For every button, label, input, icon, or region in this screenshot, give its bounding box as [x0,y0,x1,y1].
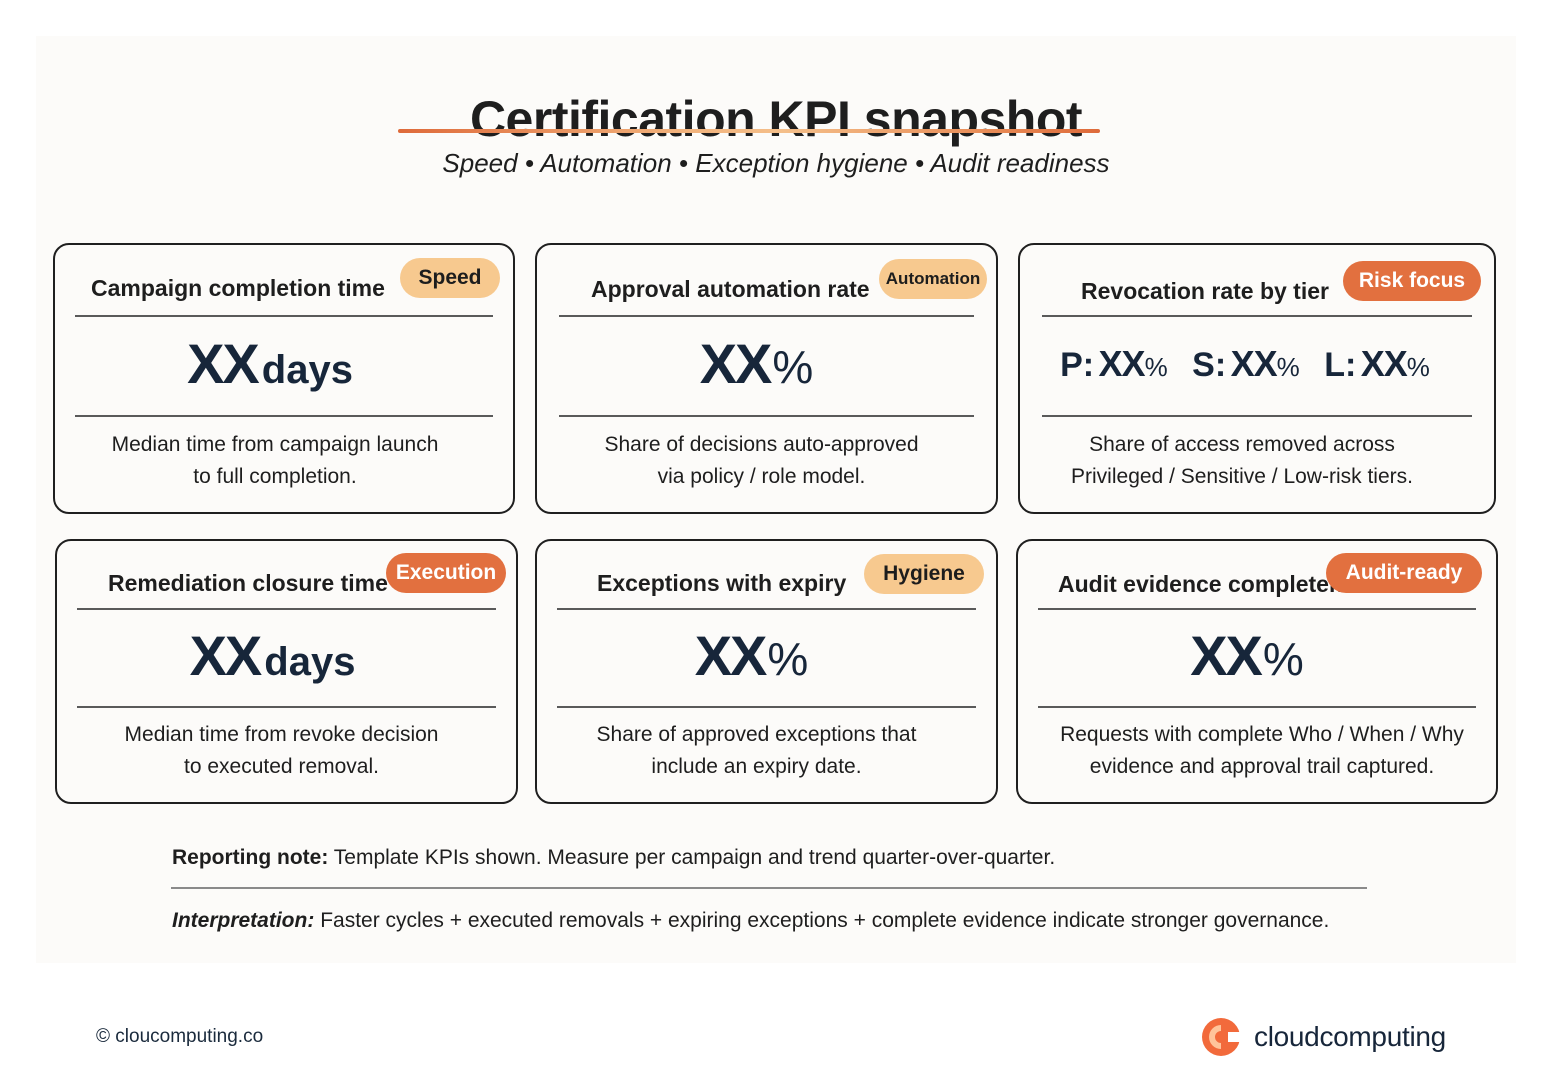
kpi-unit: % [772,341,814,393]
tier-low-risk: L: XX% [1324,343,1430,385]
brand-name: cloudcomputing [1254,1021,1446,1052]
desc-line: to executed removal. [184,755,379,778]
divider [559,415,974,417]
desc-line: Share of access removed across [1089,433,1395,456]
divider [557,706,976,708]
kpi-card-audit-evidence: Audit evidence completeness Audit-ready … [1016,539,1498,804]
kpi-description: Requests with complete Who / When / Why … [1018,719,1496,783]
reporting-note: Reporting note: Template KPIs shown. Mea… [172,846,1055,870]
kpi-unit: % [1262,633,1304,685]
card-title: Revocation rate by tier [1081,278,1329,304]
kpi-unit: % [767,633,809,685]
desc-line: Requests with complete Who / When / Why [1060,723,1464,746]
cloudcomputing-logo-icon [1202,1018,1242,1056]
page-subtitle: Speed • Automation • Exception hygiene •… [442,148,1110,178]
tier-label: P: [1060,346,1095,384]
tier-label: S: [1192,346,1227,384]
divider [1042,315,1472,317]
badge-execution: Execution [386,553,506,593]
kpi-value: XX% [537,623,996,688]
desc-line: Median time from campaign launch [111,433,439,456]
tier-number: XX [1230,343,1278,384]
divider [75,315,493,317]
kpi-description: Median time from campaign launch to full… [55,429,513,493]
kpi-value: XX days [57,623,516,688]
badge-audit-ready: Audit-ready [1326,553,1482,593]
kpi-card-approval-automation: Approval automation rate Automation XX% … [535,243,998,514]
tier-unit: % [1276,352,1300,382]
divider [1042,415,1472,417]
copyright-text: © cloucomputing.co [96,1026,264,1047]
card-title: Remediation closure time [108,570,388,596]
divider [1038,706,1476,708]
kpi-unit: days [261,348,353,392]
divider [77,608,496,610]
badge-risk-focus: Risk focus [1343,261,1481,301]
card-title: Exceptions with expiry [597,570,847,596]
card-title: Campaign completion time [91,275,385,301]
tier-privileged: P: XX% [1060,343,1168,385]
kpi-value: XX days [55,331,513,396]
interpretation-text: Faster cycles + executed removals + expi… [320,909,1330,932]
kpi-value: XX% [1018,623,1496,688]
reporting-note-text: Template KPIs shown. Measure per campaig… [333,846,1056,869]
kpi-card-exceptions-expiry: Exceptions with expiry Hygiene XX% Share… [535,539,998,804]
kpi-value: XX% [537,331,996,396]
desc-line: Share of decisions auto-approved [604,433,919,456]
desc-line: via policy / role model. [657,465,866,488]
page-title: Certification KPI snapshot [469,91,1083,147]
desc-line: Privileged / Sensitive / Low-risk tiers. [1071,465,1413,488]
tier-unit: % [1406,352,1430,382]
desc-line: to full completion. [193,465,357,488]
kpi-description: Median time from revoke decision to exec… [57,719,516,783]
badge-hygiene: Hygiene [864,554,984,594]
kpi-number: XX [187,332,260,395]
desc-line: Share of approved exceptions that [596,723,917,746]
kpi-tier-values: P: XX% S: XX% L: XX% [1020,343,1494,385]
kpi-description: Share of access removed across Privilege… [1020,429,1494,493]
title-underline [398,129,1100,133]
reporting-note-label: Reporting note: [172,846,329,869]
divider [75,415,493,417]
tier-label: L: [1324,346,1357,384]
badge-automation: Automation [879,259,987,299]
desc-line: evidence and approval trail captured. [1089,755,1435,778]
kpi-number: XX [1190,624,1263,687]
interpretation-label: Interpretation: [172,909,315,932]
kpi-description: Share of approved exceptions that includ… [537,719,996,783]
divider [557,608,976,610]
badge-speed: Speed [400,258,500,298]
kpi-number: XX [189,624,263,687]
kpi-number: XX [694,624,768,687]
divider [77,706,496,708]
kpi-description: Share of decisions auto-approved via pol… [537,429,996,493]
kpi-number: XX [699,332,773,395]
divider [559,315,974,317]
tier-sensitive: S: XX% [1192,343,1300,385]
desc-line: include an expiry date. [651,755,862,778]
desc-line: Median time from revoke decision [124,723,439,746]
kpi-card-remediation-closure: Remediation closure time Execution XX day… [55,539,518,804]
brand-logo-link[interactable]: cloudcomputing [1200,1016,1446,1058]
notes-divider [171,887,1367,889]
kpi-card-revocation-rate: Revocation rate by tier Risk focus P: XX… [1018,243,1496,514]
tier-number: XX [1360,343,1408,384]
kpi-unit: days [264,640,356,684]
divider [1038,608,1476,610]
kpi-panel: Certification KPI snapshot Speed • Autom… [36,36,1516,963]
tier-unit: % [1144,352,1168,382]
card-title: Approval automation rate [591,276,870,302]
kpi-card-campaign-completion: Campaign completion time Speed XX days Me… [53,243,515,514]
tier-number: XX [1098,343,1146,384]
interpretation-note: Interpretation: Faster cycles + executed… [172,909,1329,933]
